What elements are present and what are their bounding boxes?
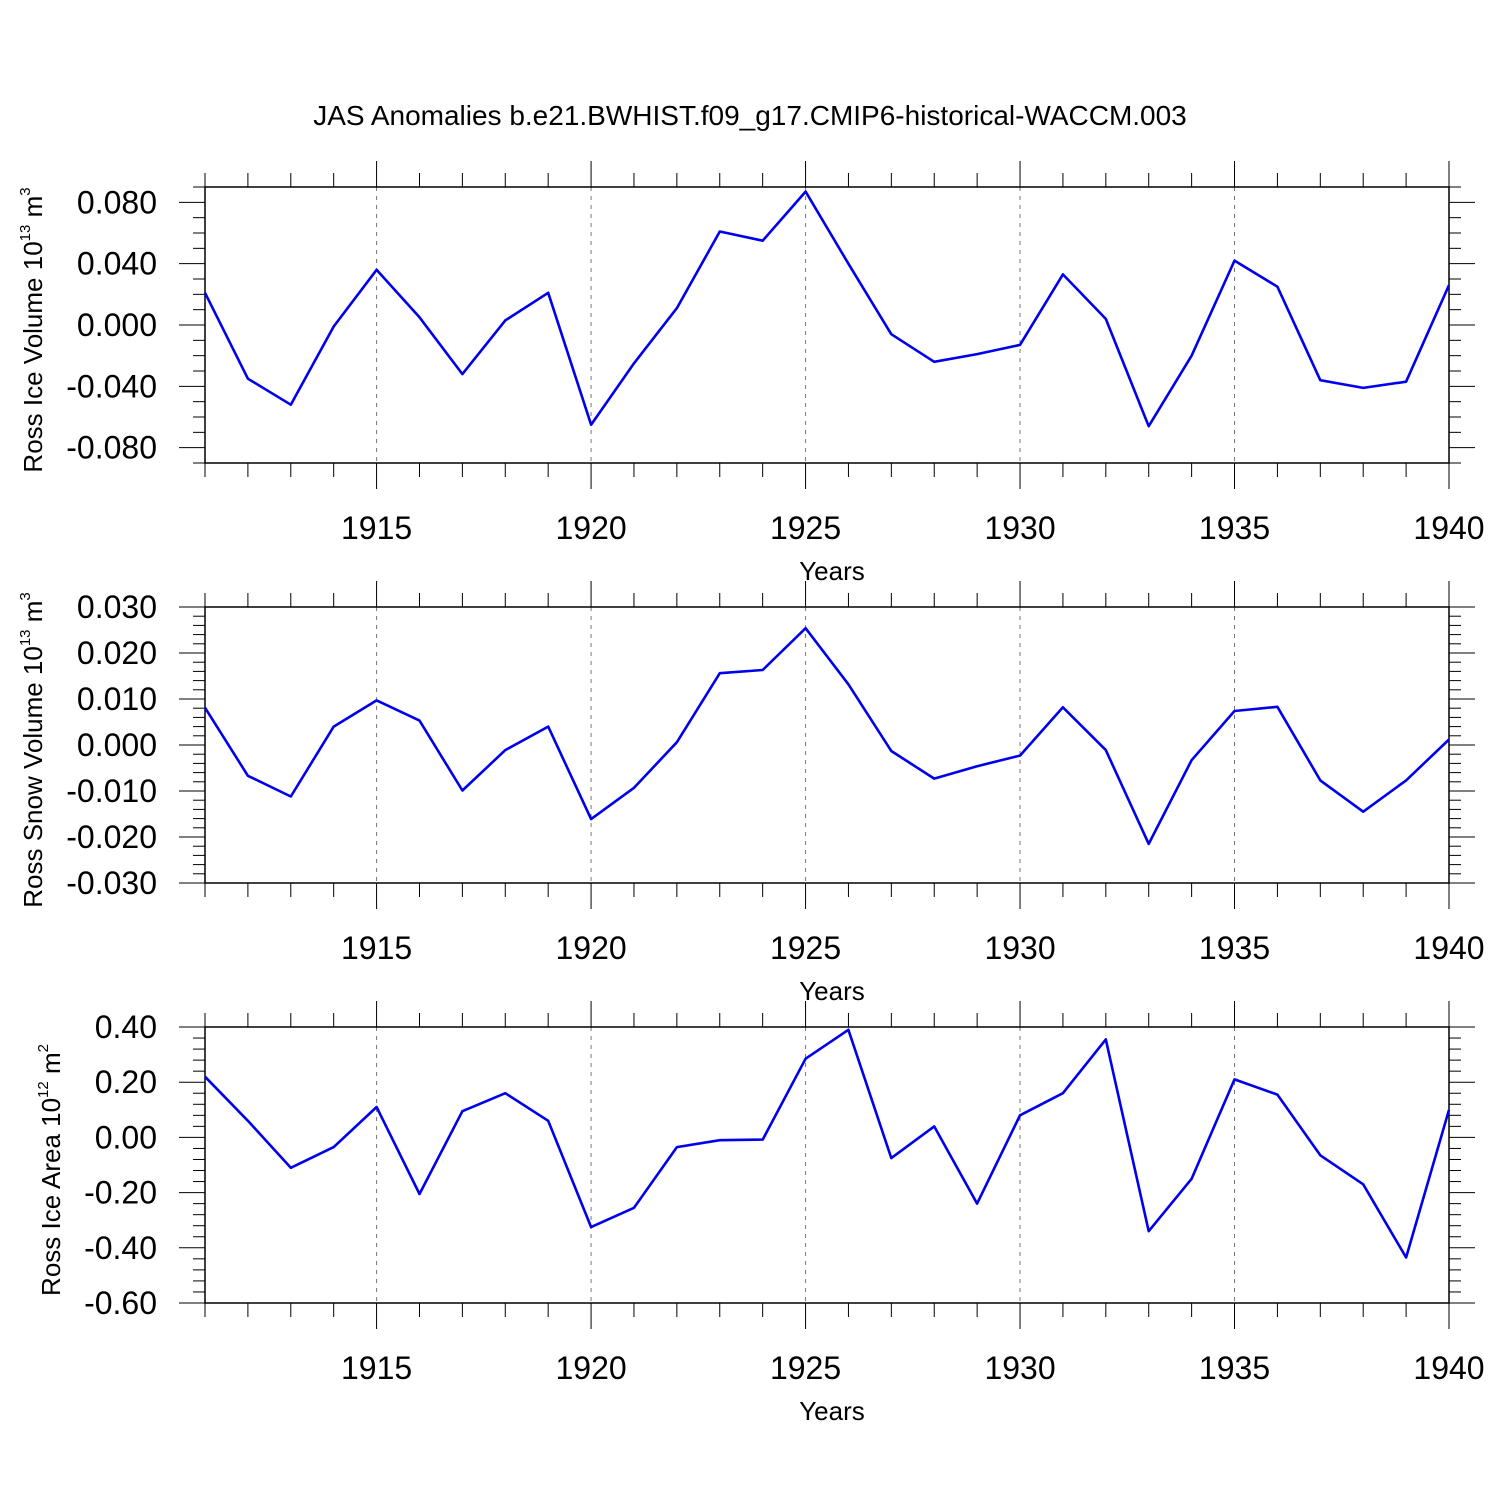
- y-axis-title: Ross Ice Volume 1013 m3: [17, 187, 48, 472]
- series-line: [203, 626, 1450, 846]
- y-tick-label: -0.080: [66, 430, 157, 466]
- chart-panels: 0.080 0.040 0.000 -0.040 -0.080 1915 1920 1925 1…: [17, 161, 1485, 1426]
- x-tick-label-1930: 1930: [984, 930, 1055, 966]
- x-tick-label-1920: 1920: [555, 1350, 626, 1386]
- plot-frame: [204, 606, 1450, 884]
- y-tick-label: -0.010: [66, 773, 157, 809]
- y-tick-label: 0.080: [77, 184, 157, 220]
- x-tick-label-1935: 1935: [1199, 930, 1270, 966]
- figure-title: JAS Anomalies b.e21.BWHIST.f09_g17.CMIP6…: [313, 100, 1187, 131]
- y-tick-label: 0.040: [77, 246, 157, 282]
- y-axis-title: Ross Snow Volume 1013 m3: [17, 592, 48, 908]
- y-tick-label: 0.020: [77, 635, 157, 671]
- y-tick-label: -0.020: [66, 819, 157, 855]
- y-axis-title: Ross Ice Area 1012 m2: [35, 1044, 66, 1296]
- x-axis-title: Years: [799, 1396, 865, 1426]
- y-tick-label: -0.20: [84, 1175, 157, 1211]
- x-tick-label-1925: 1925: [770, 510, 841, 546]
- series-line: [203, 190, 1451, 428]
- y-tick-label: 0.000: [77, 307, 157, 343]
- y-tick-label: 0.030: [77, 589, 157, 625]
- x-axis-title: Years: [799, 556, 865, 586]
- y-tick-label: 0.40: [95, 1009, 157, 1045]
- y-tick-label: -0.030: [66, 865, 157, 901]
- x-tick-label-1940: 1940: [1413, 1350, 1484, 1386]
- x-tick-label-1915: 1915: [341, 930, 412, 966]
- x-tick-label-1940: 1940: [1413, 510, 1484, 546]
- x-tick-label-1925: 1925: [770, 930, 841, 966]
- x-tick-label-1925: 1925: [770, 1350, 841, 1386]
- x-tick-label-1915: 1915: [341, 1350, 412, 1386]
- y-tick-label: 0.010: [77, 681, 157, 717]
- chart-panel-1: 0.080 0.040 0.000 -0.040 -0.080 1915 1920 1925 1…: [17, 161, 1485, 586]
- y-tick-label: -0.40: [84, 1230, 157, 1266]
- x-tick-label-1920: 1920: [555, 510, 626, 546]
- chart-panel-3: 0.40 0.20 0.00 -0.20 -0.40 -0.60 1915 1920 1925 1…: [35, 1001, 1485, 1426]
- x-tick-label-1920: 1920: [555, 930, 626, 966]
- x-tick-label-1935: 1935: [1199, 1350, 1270, 1386]
- y-tick-label: -0.60: [84, 1285, 157, 1321]
- plot-frame: [204, 1026, 1450, 1304]
- plot-frame: [204, 186, 1450, 464]
- y-tick-label: -0.040: [66, 368, 157, 404]
- x-tick-label-1915: 1915: [341, 510, 412, 546]
- chart-panel-2: 0.030 0.020 0.010 0.000 -0.010 -0.020 -0.030 19…: [17, 581, 1485, 1006]
- series-line: [204, 1028, 1451, 1259]
- x-tick-label-1940: 1940: [1413, 930, 1484, 966]
- y-tick-label: 0.000: [77, 727, 157, 763]
- x-tick-label-1930: 1930: [984, 510, 1055, 546]
- y-tick-label: 0.00: [95, 1119, 157, 1155]
- x-tick-label-1930: 1930: [984, 1350, 1055, 1386]
- x-axis-title: Years: [799, 976, 865, 1006]
- x-tick-label-1935: 1935: [1199, 510, 1270, 546]
- y-tick-label: 0.20: [95, 1064, 157, 1100]
